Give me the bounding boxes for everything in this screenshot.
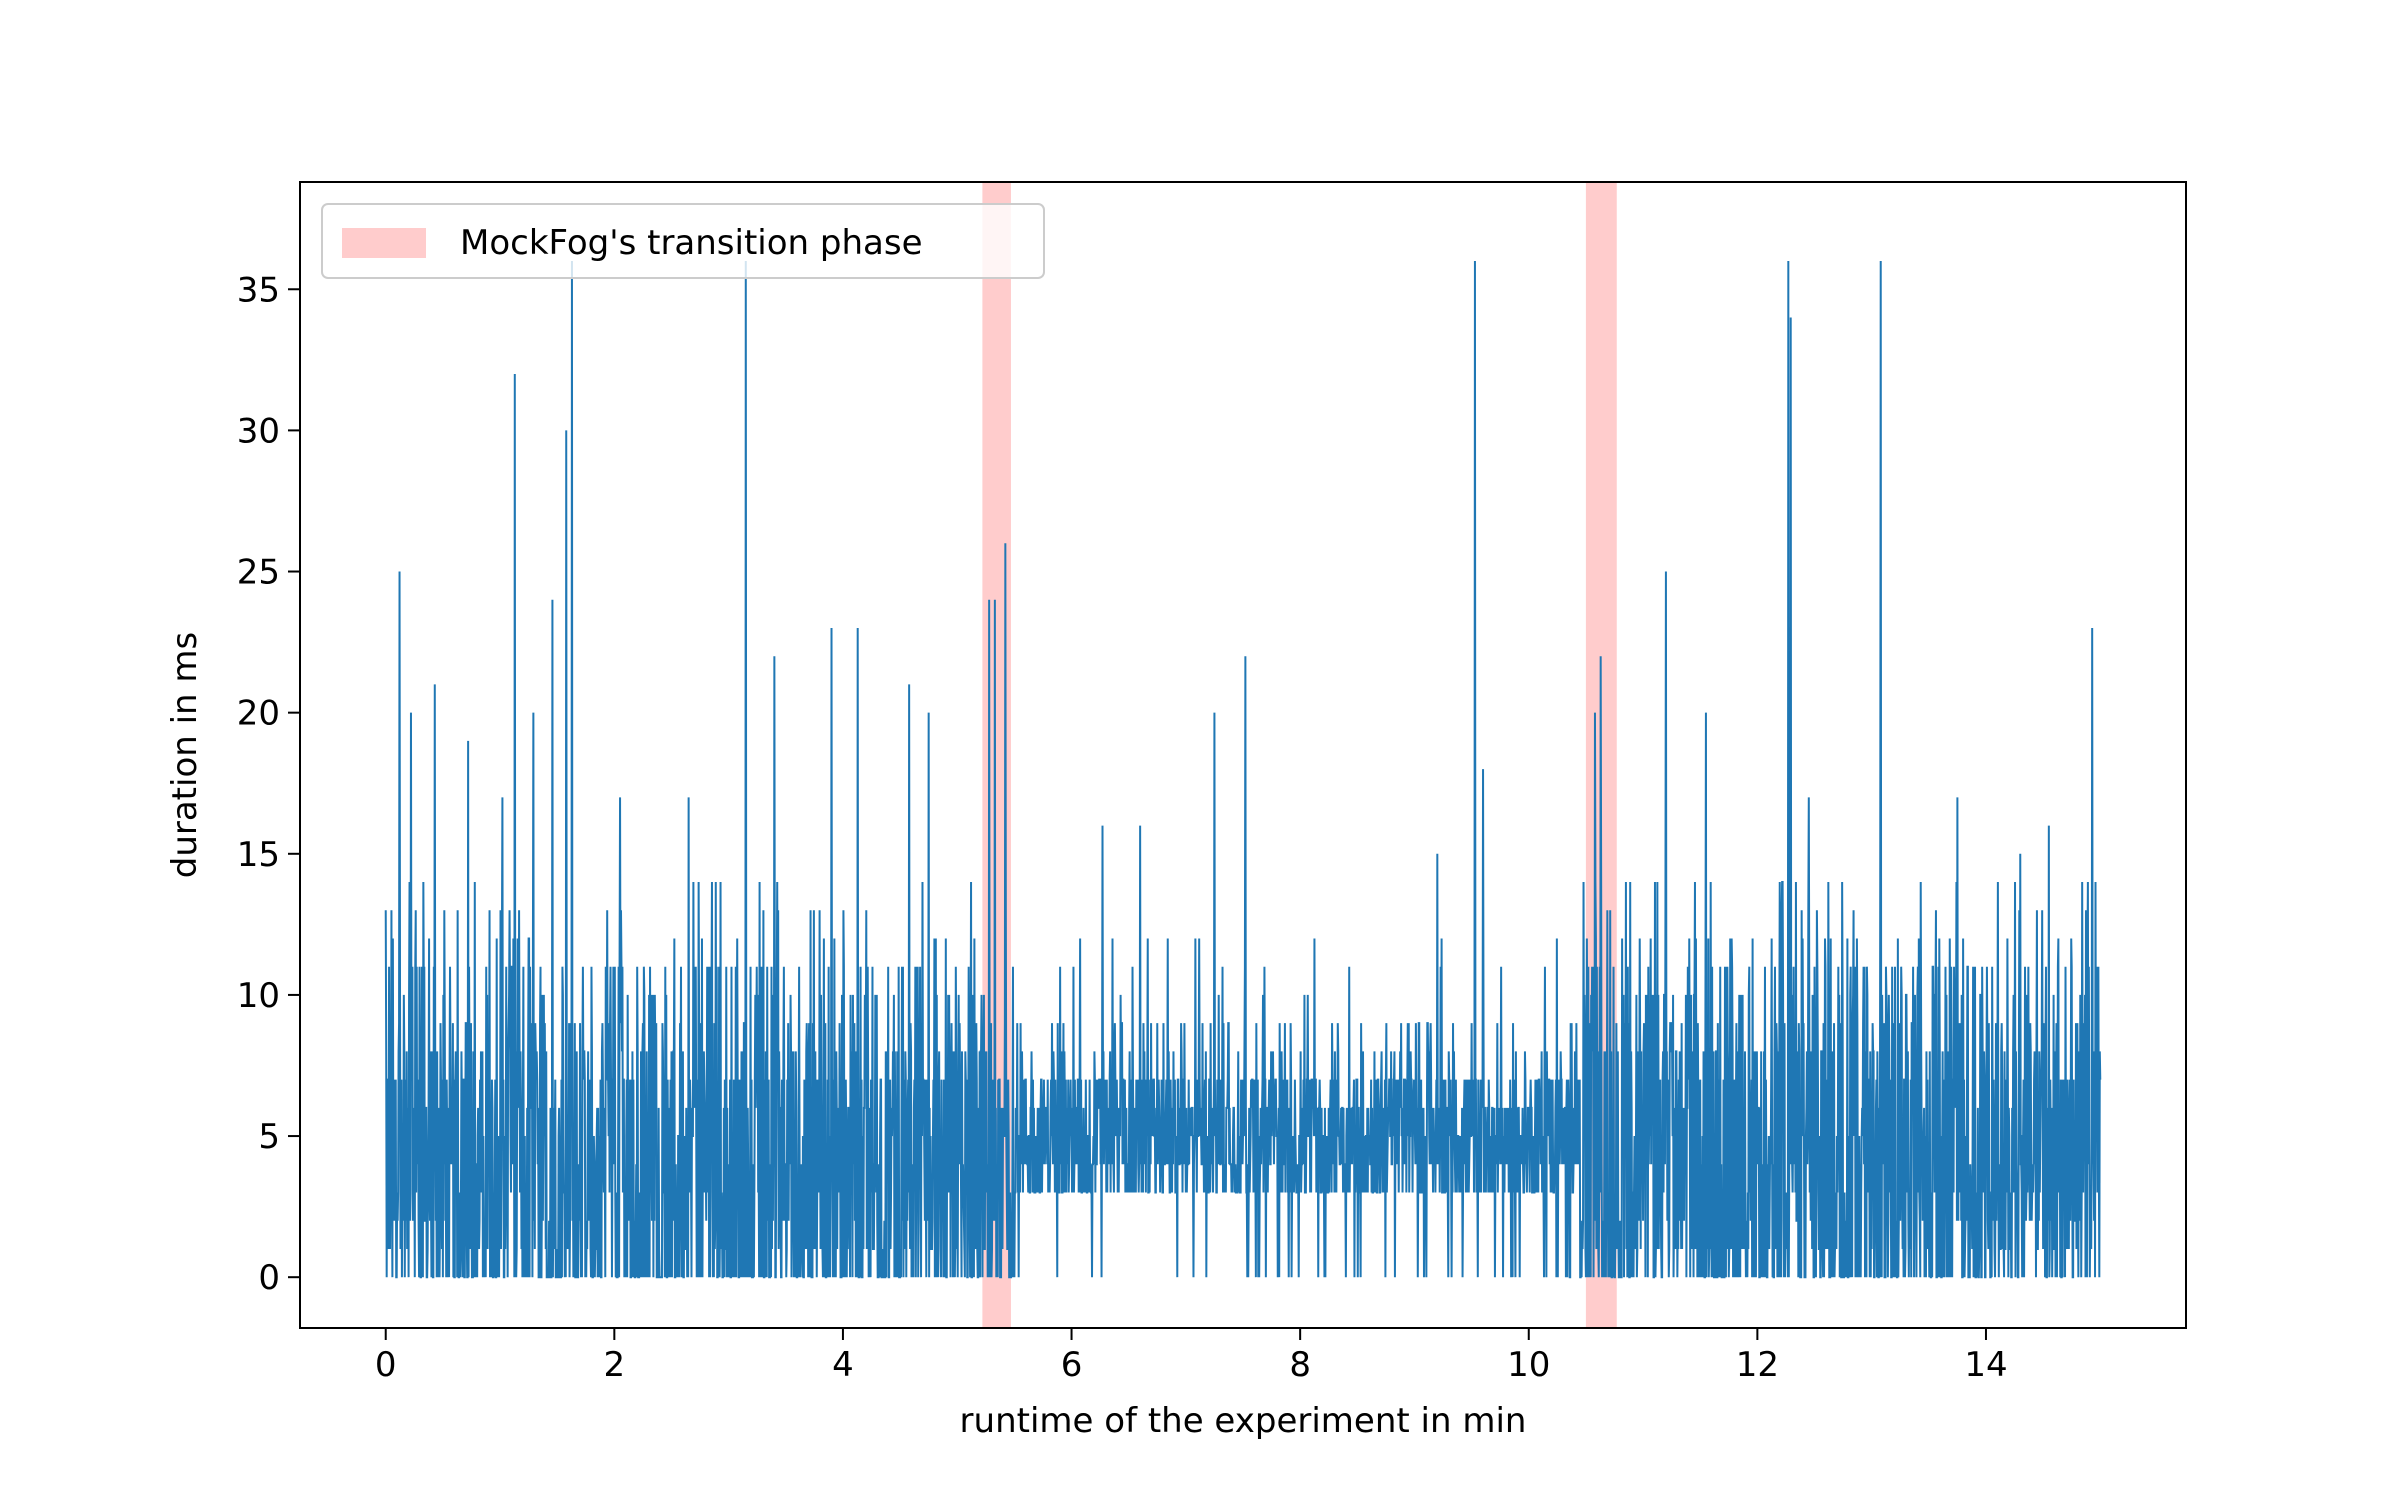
x-axis-label: runtime of the experiment in min bbox=[960, 1401, 1527, 1441]
y-tick-label: 20 bbox=[237, 694, 280, 734]
legend-label: MockFog's transition phase bbox=[460, 223, 923, 263]
x-tick-label: 8 bbox=[1289, 1345, 1311, 1385]
y-tick-label: 35 bbox=[237, 270, 280, 310]
y-axis-ticks: 0 5 10 15 20 25 30 35 bbox=[237, 270, 300, 1298]
axes-frame bbox=[299, 181, 2187, 1329]
x-tick-label: 2 bbox=[604, 1345, 626, 1385]
legend-frame bbox=[321, 203, 1045, 279]
x-tick-label: 6 bbox=[1061, 1345, 1083, 1385]
y-tick-label: 30 bbox=[237, 411, 280, 451]
series-line bbox=[384, 261, 2102, 1279]
x-tick-label: 0 bbox=[375, 1345, 397, 1385]
x-tick-label: 10 bbox=[1507, 1345, 1550, 1385]
y-tick-label: 0 bbox=[258, 1258, 280, 1298]
x-axis-ticks: 0 2 4 6 8 10 12 14 bbox=[375, 1328, 2008, 1385]
x-tick-label: 12 bbox=[1736, 1345, 1779, 1385]
y-tick-label: 5 bbox=[258, 1117, 280, 1157]
x-tick-label: 4 bbox=[832, 1345, 854, 1385]
y-tick-label: 15 bbox=[237, 835, 280, 875]
y-axis-label: duration in ms bbox=[165, 632, 205, 879]
y-tick-label: 10 bbox=[237, 976, 280, 1016]
y-tick-label: 25 bbox=[237, 553, 280, 593]
legend-swatch bbox=[342, 228, 426, 258]
x-tick-label: 14 bbox=[1964, 1345, 2007, 1385]
legend: MockFog's transition phase bbox=[321, 203, 1045, 279]
